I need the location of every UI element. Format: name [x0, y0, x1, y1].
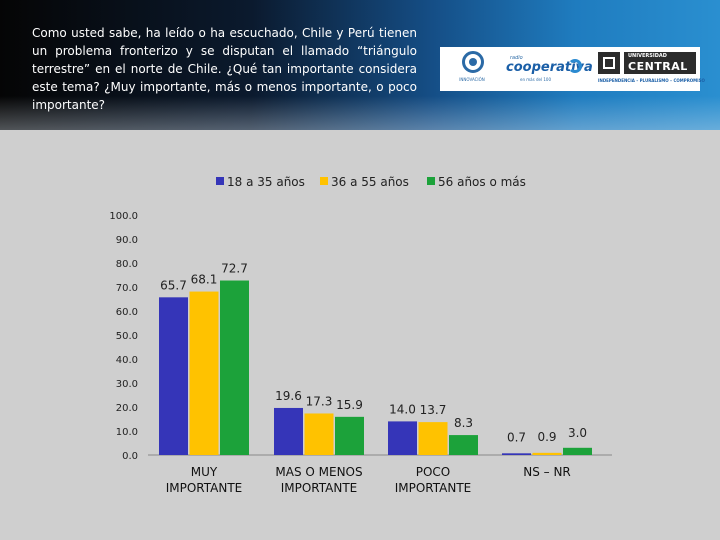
legend-item-1: 18 a 35 años	[216, 175, 305, 189]
y-tick-label: 60.0	[116, 307, 138, 318]
bar-series1	[159, 297, 188, 455]
data-label: 3.0	[568, 426, 587, 440]
y-tick-label: 70.0	[116, 283, 138, 294]
legend-item-3: 56 años o más	[427, 175, 526, 189]
data-label: 14.0	[389, 402, 416, 416]
y-tick-label: 20.0	[116, 403, 138, 414]
category-label: MUY IMPORTANTE	[166, 465, 243, 495]
university-emblem-icon	[598, 52, 620, 74]
data-label: 72.7	[221, 262, 248, 276]
y-tick-label: 50.0	[116, 331, 138, 342]
y-tick-label: 80.0	[116, 259, 138, 270]
category-label: POCO IMPORTANTE	[395, 465, 472, 495]
bar-series3	[563, 447, 592, 455]
legend-swatch-1	[216, 177, 224, 185]
bar-series2	[532, 452, 562, 455]
category-label: NS – NR	[523, 465, 571, 479]
cooperativa-logo: radio cooperativa en más del 100	[506, 55, 593, 82]
bar-series3	[220, 280, 249, 455]
bar-series2	[418, 422, 448, 455]
institute-logo: INNOVACIÓN	[450, 51, 494, 87]
data-label: 0.7	[507, 431, 526, 445]
legend-swatch-2	[320, 177, 328, 185]
y-tick-label: 40.0	[116, 355, 138, 366]
y-tick-label: 90.0	[116, 235, 138, 246]
logos-panel: INNOVACIÓN radio cooperativa en más del …	[440, 47, 705, 91]
legend-swatch-3	[427, 177, 435, 185]
swirl-icon	[568, 59, 582, 73]
data-label: 19.6	[275, 389, 302, 403]
data-label: 13.7	[420, 403, 447, 417]
bar-series2	[304, 413, 334, 455]
y-tick-label: 0.0	[122, 451, 138, 462]
data-label: 65.7	[160, 278, 187, 292]
bar-series3	[335, 416, 364, 455]
y-tick-label: 100.0	[109, 211, 138, 222]
universidad-central-logo: UNIVERSIDAD CENTRAL INDEPENDENCIA – PLUR…	[598, 52, 705, 83]
y-tick-label: 30.0	[116, 379, 138, 390]
bar-series1	[502, 453, 531, 455]
bar-series2	[189, 291, 219, 455]
bar-series1	[388, 421, 417, 455]
header-banner: Como usted sabe, ha leído o ha escuchado…	[0, 0, 720, 130]
data-label: 17.3	[306, 394, 333, 408]
globe-icon	[462, 51, 484, 73]
bar-series1	[274, 407, 303, 455]
legend-item-2: 36 a 55 años	[320, 175, 409, 189]
data-label: 0.9	[537, 430, 556, 444]
bar-series3	[449, 435, 478, 455]
data-label: 68.1	[191, 273, 218, 287]
data-label: 8.3	[454, 416, 473, 430]
y-tick-label: 10.0	[116, 427, 138, 438]
category-label: MAS O MENOS IMPORTANTE	[275, 465, 362, 495]
data-label: 15.9	[336, 398, 363, 412]
